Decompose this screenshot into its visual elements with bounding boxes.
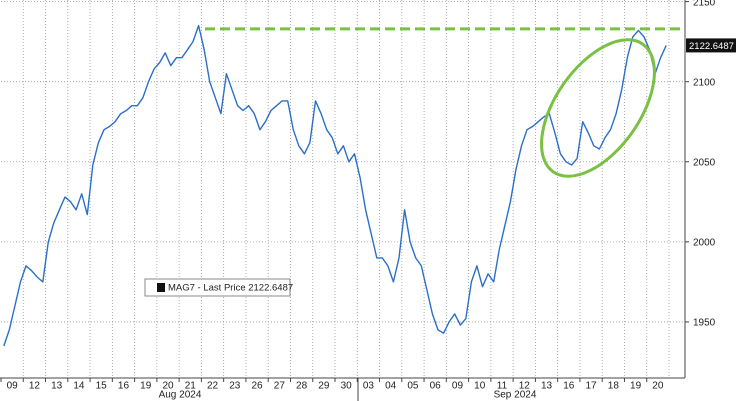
- x-tick-label: 11: [497, 381, 508, 392]
- last-price-tag: [686, 38, 736, 53]
- month-label: Sep 2024: [494, 390, 537, 401]
- x-tick-label: 27: [274, 381, 286, 392]
- x-tick-label: 13: [541, 381, 553, 392]
- x-tick-label: 10: [474, 381, 486, 392]
- x-tick-label: 12: [519, 381, 531, 392]
- x-tick-label: 16: [118, 381, 130, 392]
- legend-label: MAG7 - Last Price 2122.6487: [168, 283, 293, 294]
- x-tick-label: 09: [7, 381, 19, 392]
- x-tick-label: 20: [162, 381, 174, 392]
- x-tick-label: 22: [207, 381, 219, 392]
- y-tick-label: 2000: [693, 237, 716, 248]
- x-tick-label: 30: [341, 381, 353, 392]
- x-tick-label: 23: [229, 381, 241, 392]
- x-tick-label: 09: [452, 381, 464, 392]
- x-tick-label: 17: [586, 381, 598, 392]
- highlight-ellipse: [540, 38, 656, 178]
- x-tick-label: 14: [73, 381, 85, 392]
- y-tick-label: 2100: [693, 77, 716, 88]
- y-tick-label: 2050: [693, 157, 716, 168]
- legend-swatch: [157, 283, 165, 292]
- x-tick-label: 29: [318, 381, 330, 392]
- price-line: [3, 24, 667, 347]
- y-tick-label: 2150: [693, 0, 716, 8]
- x-tick-label: 05: [407, 381, 419, 392]
- x-tick-label: 18: [608, 381, 620, 392]
- x-tick-label: 12: [29, 381, 41, 392]
- legend-box: [144, 278, 291, 297]
- x-tick-label: 15: [96, 381, 108, 392]
- x-tick-label: 19: [140, 381, 152, 392]
- month-label: Aug 2024: [159, 390, 202, 401]
- x-tick-label: 28: [296, 381, 308, 392]
- x-tick-label: 21: [185, 381, 197, 392]
- x-tick-label: 19: [630, 381, 642, 392]
- last-price-label: 2122.6487: [689, 41, 734, 52]
- x-tick-label: 06: [430, 381, 442, 392]
- x-tick-label: 26: [252, 381, 264, 392]
- y-tick-label: 1950: [693, 318, 716, 329]
- x-tick-label: 04: [385, 381, 397, 392]
- x-tick-label: 20: [652, 381, 664, 392]
- x-tick-label: 03: [363, 381, 375, 392]
- x-tick-label: 16: [563, 381, 575, 392]
- x-tick-label: 13: [51, 381, 63, 392]
